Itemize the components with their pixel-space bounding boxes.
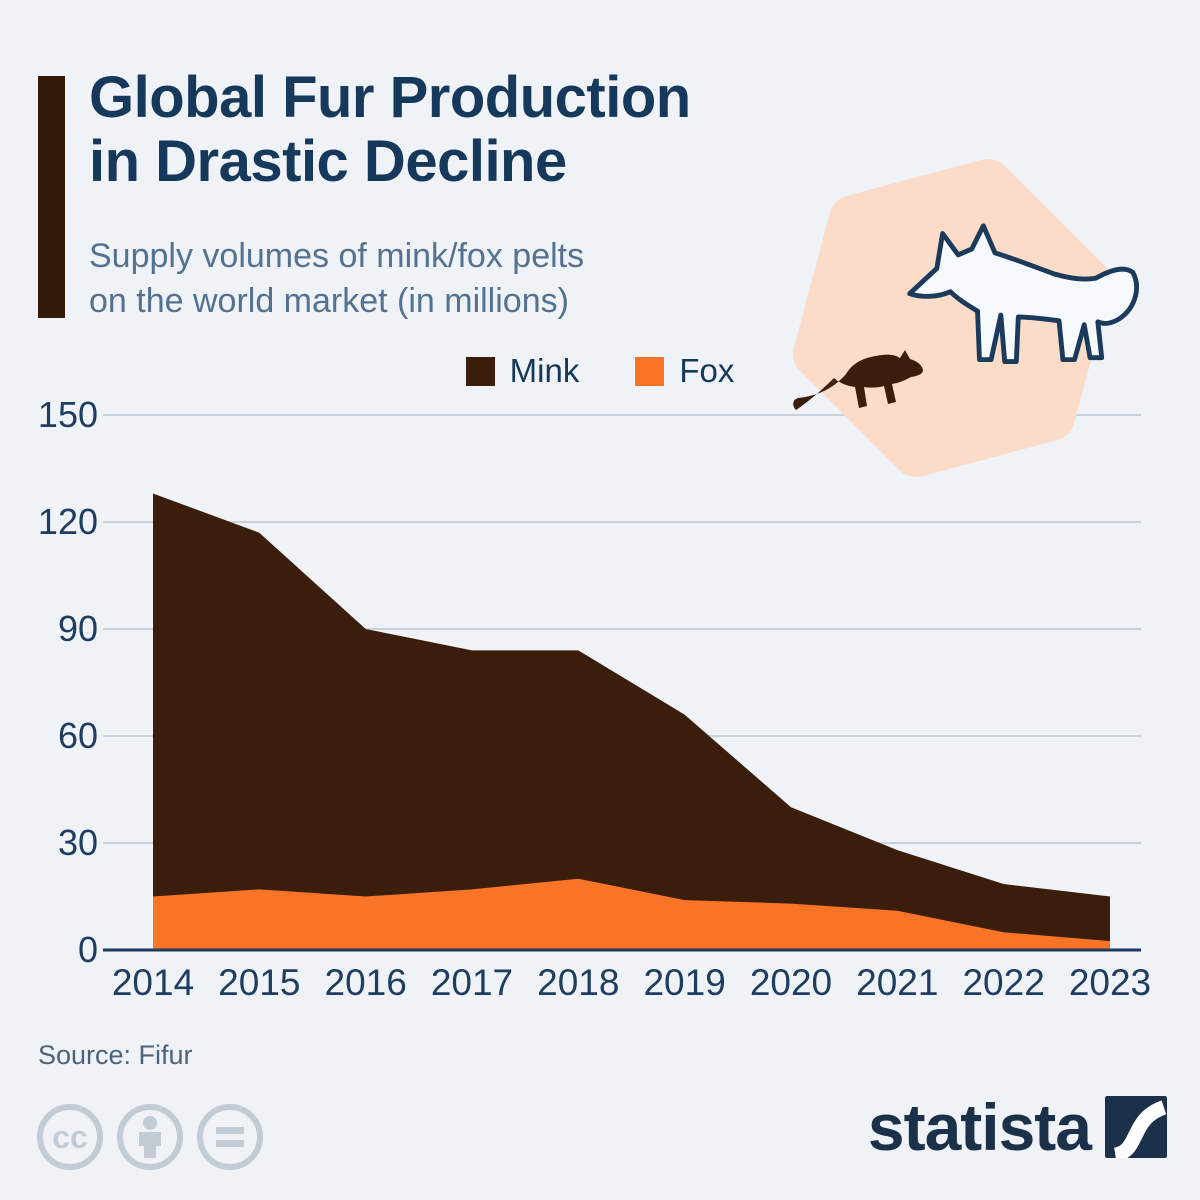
x-tick-label-2020: 2020 (749, 962, 833, 1003)
svg-text:cc: cc (52, 1119, 88, 1155)
page-subtitle: Supply volumes of mink/fox pelts on the … (89, 234, 584, 324)
x-tick-label-2023: 2023 (1068, 962, 1152, 1003)
mink-area-series (153, 493, 1110, 950)
fox-legend-swatch (635, 356, 665, 386)
page-subtitle-line2: on the world market (in millions) (89, 282, 569, 320)
chart-legend: Mink Fox (0, 352, 1200, 390)
mink-icon (793, 350, 923, 410)
source-label: Source: Fifur (38, 1040, 193, 1070)
mink-legend-swatch (465, 356, 495, 386)
cc-nd-icon[interactable] (194, 1101, 266, 1173)
y-tick-label-30: 30 (57, 822, 98, 863)
mink-legend-label: Mink (509, 352, 580, 389)
fox-area-series (153, 878, 1110, 950)
x-tick-label-2018: 2018 (537, 962, 620, 1003)
cc-by-icon[interactable] (114, 1101, 186, 1173)
cc-license-row[interactable]: cc (34, 1101, 266, 1173)
y-tick-label-90: 90 (57, 608, 98, 649)
legend-item-fox: Fox (635, 352, 734, 390)
y-tick-label-0: 0 (77, 929, 98, 970)
fox-legend-label: Fox (679, 352, 735, 389)
y-tick-label-150: 150 (37, 394, 98, 435)
y-tick-label-60: 60 (57, 715, 98, 756)
page-title-line2: in Drastic Decline (89, 129, 567, 194)
legend-item-mink: Mink (465, 352, 580, 390)
x-tick-label-2022: 2022 (962, 962, 1045, 1003)
statista-logo-mark (1105, 1096, 1167, 1158)
fox-icon (907, 223, 1139, 364)
page-title: Global Fur Production in Drastic Decline (89, 66, 691, 194)
title-accent-bar (38, 76, 65, 318)
x-tick-label-2014: 2014 (111, 962, 195, 1003)
cc-license-icon[interactable]: cc (34, 1101, 106, 1173)
page-title-line1: Global Fur Production (89, 65, 691, 130)
statista-wordmark: statista (867, 1090, 1092, 1164)
page-subtitle-line1: Supply volumes of mink/fox pelts (89, 237, 585, 275)
y-tick-label-120: 120 (37, 501, 98, 542)
x-tick-label-2019: 2019 (643, 962, 726, 1003)
animal-illustration (793, 159, 1139, 477)
x-tick-label-2015: 2015 (218, 962, 301, 1003)
x-tick-label-2021: 2021 (856, 962, 939, 1003)
statista-logo[interactable]: statista (867, 1090, 1167, 1164)
x-tick-label-2016: 2016 (324, 962, 407, 1003)
x-tick-label-2017: 2017 (430, 962, 514, 1003)
